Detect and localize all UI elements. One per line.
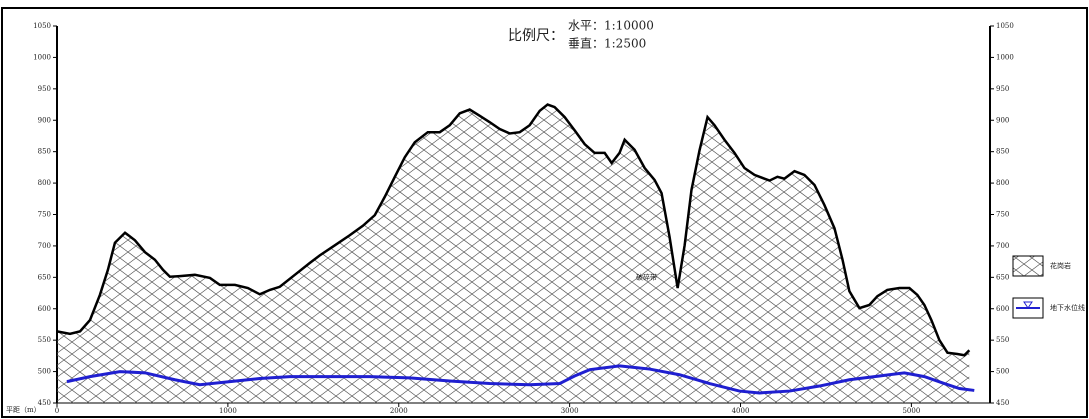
y-tick-label: 500: [996, 368, 1009, 376]
legend-label: 地下水位线: [1050, 303, 1085, 312]
y-tick-label: 850: [996, 148, 1009, 156]
y-tick-label: 850: [38, 148, 51, 156]
y-tick-label: 1050: [33, 22, 51, 30]
x-tick-label: 2000: [390, 407, 408, 415]
y-tick-label: 750: [38, 211, 51, 219]
terrain-line: [56, 103, 971, 357]
x-axis-label: 平距（m）: [6, 406, 41, 414]
y-tick-label: 900: [38, 116, 51, 124]
y-tick-label: 450: [996, 399, 1009, 407]
y-tick-label: 1000: [996, 53, 1014, 61]
y-tick-label: 800: [996, 179, 1009, 187]
y-tick-label: 600: [996, 305, 1009, 313]
x-tick-label: 4000: [732, 407, 750, 415]
x-tick-label: 1000: [219, 407, 237, 415]
chart-title: 比例尺：: [508, 28, 564, 44]
x-tick-label: 3000: [561, 407, 579, 415]
y-tick-label: 550: [996, 336, 1009, 344]
scale-label: 垂直：1:2500: [568, 37, 646, 51]
scale-label: 水平：1:10000: [568, 19, 654, 33]
y-tick-label: 750: [996, 211, 1009, 219]
legend-label: 花岗岩: [1050, 261, 1071, 270]
water-line: [66, 364, 975, 395]
y-tick-label: 600: [38, 305, 51, 313]
x-tick-label: 0: [55, 407, 59, 415]
y-tick-label: 650: [996, 273, 1009, 281]
rock-area: [57, 104, 970, 404]
y-tick-label: 950: [38, 85, 51, 93]
y-tick-label: 700: [996, 242, 1009, 250]
legend-marker: [1023, 301, 1033, 309]
y-tick-label: 650: [38, 273, 51, 281]
frame: [1, 7, 1088, 418]
y-tick-label: 950: [996, 85, 1009, 93]
y-tick-label: 1050: [996, 22, 1014, 30]
y-tick-label: 550: [38, 336, 51, 344]
y-tick-label: 700: [38, 242, 51, 250]
legend-box: [1012, 255, 1044, 277]
y-tick-label: 450: [38, 399, 51, 407]
y-tick-label: 800: [38, 179, 51, 187]
annotation: 破碎带: [636, 272, 657, 281]
y-tick-label: 1000: [33, 53, 51, 61]
y-tick-label: 900: [996, 116, 1009, 124]
y-tick-label: 500: [38, 368, 51, 376]
x-tick-label: 5000: [902, 407, 920, 415]
